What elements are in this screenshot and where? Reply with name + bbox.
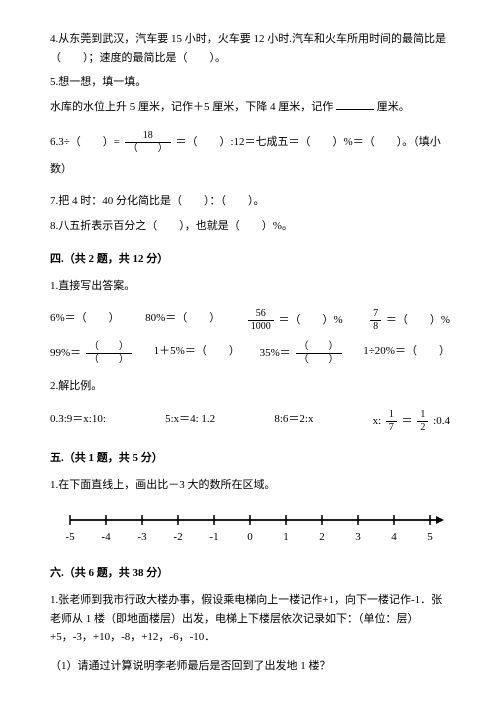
fraction-56-1000: 56 1000: [248, 309, 274, 332]
question-5-head: 5.想一想，填一填。: [50, 73, 450, 92]
sec4-r2-d: 1÷20%＝（ ）: [363, 342, 450, 365]
question-8-text: 8.八五折表示百分之（ ），也就是（ ）%。: [50, 220, 293, 232]
svg-text:3: 3: [355, 531, 361, 543]
sec4-r2-a: 99%＝ （ ） （ ）: [50, 342, 134, 365]
sec6-q1-text: 1.张老师到我市行政大楼办事，假设乘电梯向上一楼记作+1，向下一楼记作-1．张老…: [50, 594, 442, 643]
sec4-row1: 6%＝（ ） 80%＝（ ） 56 1000 ＝（ ）% 7 8 ＝（ ）%: [50, 309, 450, 332]
question-6: 6.3÷（ ）= 18 （ ） ＝（ ）:12＝七成五＝（ ）%＝（ ）。（填小: [50, 131, 450, 154]
fraction-den: （ ）: [86, 354, 132, 365]
question-8: 8.八五折表示百分之（ ），也就是（ ）%。: [50, 217, 450, 236]
fraction-num: （ ）: [296, 342, 342, 354]
question-4-text: 4.从东莞到武汉，汽车要 15 小时，火车要 12 小时.汽车和火车所用时间的最…: [50, 33, 446, 64]
sec4-row3: 0.3:9＝x:10: 5:x＝4: 1.2 8:6＝2:x x: 1 7 ＝ …: [50, 410, 450, 433]
section-5-head-text: 五.（共 1 题，共 5 分）: [50, 452, 163, 464]
svg-text:1: 1: [283, 531, 289, 543]
number-line: -5 -4 -3 -2 -1 0 1 2 3 4 5: [50, 504, 450, 550]
sec4-q1-text: 1.直接写出答案。: [50, 280, 135, 292]
sec6-q1-sub: （1）请通过计算说明李老师最后是否回到了出发地 1 楼？: [50, 657, 450, 676]
sec4-r3-d: x: 1 7 ＝ 1 2 :0.4: [373, 410, 450, 433]
svg-text:-2: -2: [173, 531, 182, 543]
section-6-head: 六.（共 6 题，共 38 分）: [50, 564, 450, 583]
svg-text:0: 0: [247, 531, 253, 543]
section-5-head: 五.（共 1 题，共 5 分）: [50, 449, 450, 468]
fraction-num: 1: [417, 410, 428, 422]
fraction-7-8: 7 8: [370, 309, 381, 332]
sec5-q1-text: 1.在下面直线上，画出比－3 大的数所在区域。: [50, 479, 276, 491]
number-line-svg: -5 -4 -3 -2 -1 0 1 2 3 4 5: [50, 504, 450, 550]
sec4-r2-c: 35%＝ （ ） （ ）: [260, 342, 344, 365]
sec4-r1-a: 6%＝（ ）: [50, 309, 120, 332]
svg-text:2: 2: [319, 531, 325, 543]
question-5-body: 水库的水位上升 5 厘米，记作＋5 厘米，下降 4 厘米，记作 厘米。: [50, 98, 450, 117]
sec4-r3-a: 0.3:9＝x:10:: [50, 410, 106, 433]
fraction-num: 18: [125, 131, 171, 143]
sec4-r3-b: 5:x＝4: 1.2: [165, 410, 215, 433]
sec6-q1-sub-text: （1）请通过计算说明李老师最后是否回到了出发地 1 楼？: [50, 660, 331, 672]
sec4-r1-d: 7 8 ＝（ ）%: [368, 309, 450, 332]
question-5-body-b: 厘米。: [377, 101, 410, 113]
sec4-r1-b: 80%＝（ ）: [145, 309, 220, 332]
svg-text:5: 5: [427, 531, 433, 543]
question-6-pre: 6.3÷（ ）=: [50, 136, 120, 148]
question-7-text: 7.把 4 时：40 分化简比是（ ）：（ ）。: [50, 195, 265, 207]
question-6-mid: ＝（ ）:12＝七成五＝（ ）%＝（ ）。（填小: [176, 136, 441, 148]
fraction-den: 1000: [248, 321, 274, 332]
question-5-body-a: 水库的水位上升 5 厘米，记作＋5 厘米，下降 4 厘米，记作: [50, 101, 333, 113]
svg-text:-5: -5: [65, 531, 75, 543]
fraction-den: （ ）: [125, 143, 171, 154]
fraction-blank-blank-c: （ ） （ ）: [296, 342, 342, 365]
fraction-den: 2: [417, 422, 428, 433]
sec4-r1-c: 56 1000 ＝（ ）%: [246, 309, 343, 332]
fraction-num: （ ）: [86, 342, 132, 354]
fraction-num: 56: [248, 309, 274, 321]
fraction-blank-blank-a: （ ） （ ）: [86, 342, 132, 365]
sec4-r3-c: 8:6＝2:x: [274, 410, 313, 433]
sec4-r2-b: 1＋5%＝（ ）: [154, 342, 240, 365]
fraction-den: 8: [370, 321, 381, 332]
fraction-num: 7: [370, 309, 381, 321]
section-6-head-text: 六.（共 6 题，共 38 分）: [50, 567, 168, 579]
svg-text:-3: -3: [137, 531, 147, 543]
sec6-q1: 1.张老师到我市行政大楼办事，假设乘电梯向上一楼记作+1，向下一楼记作-1．张老…: [50, 591, 450, 647]
sec4-r1-c-tail: ＝（ ）%: [278, 314, 342, 326]
question-4: 4.从东莞到武汉，汽车要 15 小时，火车要 12 小时.汽车和火车所用时间的最…: [50, 30, 450, 67]
sec4-q1: 1.直接写出答案。: [50, 277, 450, 296]
section-4-head-text: 四.（共 2 题，共 12 分）: [50, 253, 168, 265]
sec4-r1-d-tail: ＝（ ）%: [386, 314, 450, 326]
fraction-den: 7: [386, 422, 397, 433]
fraction-num: 1: [386, 410, 397, 422]
sec4-q2-text: 2.解比例。: [50, 380, 102, 392]
fraction-1-7: 1 7: [386, 410, 397, 433]
fraction-18-blank: 18 （ ）: [125, 131, 171, 154]
sec4-q2: 2.解比例。: [50, 377, 450, 396]
sec4-row2: 99%＝ （ ） （ ） 1＋5%＝（ ） 35%＝ （ ） （ ） 1÷20%…: [50, 342, 450, 365]
fraction-1-2: 1 2: [417, 410, 428, 433]
svg-text:4: 4: [391, 531, 397, 543]
question-5-head-text: 5.想一想，填一填。: [50, 76, 146, 88]
blank-fill: [336, 100, 374, 110]
question-6-tail: 数）: [50, 160, 450, 179]
sec5-q1: 1.在下面直线上，画出比－3 大的数所在区域。: [50, 476, 450, 495]
svg-text:-4: -4: [101, 531, 111, 543]
fraction-den: （ ）: [296, 354, 342, 365]
svg-text:-1: -1: [209, 531, 218, 543]
question-7: 7.把 4 时：40 分化简比是（ ）：（ ）。: [50, 192, 450, 211]
section-4-head: 四.（共 2 题，共 12 分）: [50, 250, 450, 269]
question-6-tail-text: 数）: [50, 163, 72, 175]
